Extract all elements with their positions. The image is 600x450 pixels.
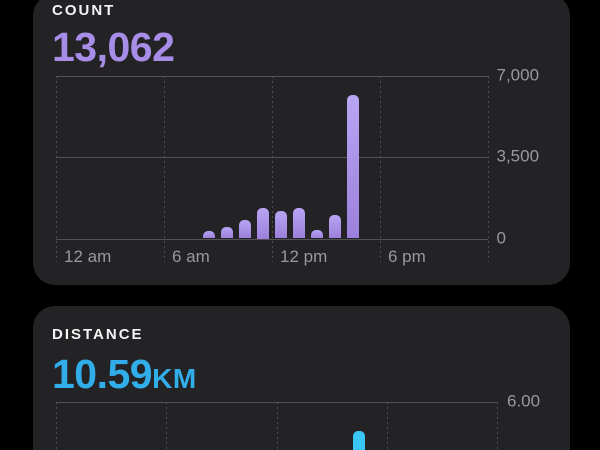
count-metric-value: 13,062 [52, 24, 175, 70]
gridline-vertical [276, 402, 278, 450]
bar-2pm[interactable] [311, 229, 323, 239]
count-value-number: 13,062 [52, 24, 175, 70]
gridline-horizontal [56, 238, 488, 240]
gridline-vertical [386, 402, 388, 450]
bar-4pm[interactable] [347, 94, 359, 239]
gridline-vertical [497, 402, 498, 450]
gridline-vertical [56, 76, 57, 262]
gridline-horizontal [56, 402, 497, 403]
x-axis-label: 6 pm [388, 246, 426, 266]
distance-metric-value: 10.59KM [52, 354, 197, 395]
distance-bar-chart[interactable]: 6.00 [56, 392, 540, 450]
x-axis-label: 12 pm [280, 246, 328, 266]
steps-bar-chart[interactable]: 7,000 3,500 0 12 am 6 am 12 pm 6 pm [56, 66, 539, 265]
gridline-vertical [487, 76, 489, 262]
gridline-vertical [271, 76, 273, 262]
gridline-vertical [166, 402, 168, 450]
bar-4pm[interactable] [353, 430, 365, 450]
gridline-vertical [379, 76, 381, 262]
metric-card-distance[interactable]: DISTANCE 10.59KM 6.00 [33, 306, 570, 450]
y-axis-label: 7,000 [496, 65, 540, 85]
bar-3pm[interactable] [329, 215, 341, 239]
bar-9am[interactable] [221, 227, 233, 239]
bar-10am[interactable] [239, 219, 251, 239]
count-metric-label: COUNT [52, 2, 116, 19]
x-axis-label: 6 am [172, 246, 210, 266]
gridline-vertical [163, 76, 165, 262]
y-axis-label: 6.00 [507, 391, 541, 411]
gridline-vertical [56, 402, 57, 450]
gridline-horizontal [56, 157, 488, 159]
bar-12pm[interactable] [275, 211, 287, 239]
distance-value-unit: KM [152, 363, 197, 394]
metric-card-count[interactable]: COUNT 13,062 7,000 3,500 0 12 am 6 am 12 pm 6 … [33, 0, 570, 285]
y-axis-label: 3,500 [496, 146, 540, 166]
bar-11am[interactable] [257, 207, 269, 239]
bar-1pm[interactable] [293, 207, 305, 239]
distance-metric-label: DISTANCE [52, 326, 144, 343]
x-axis-label: 12 am [64, 246, 112, 266]
y-axis-label: 0 [496, 228, 506, 248]
bar-8am[interactable] [203, 230, 215, 239]
distance-value-number: 10.59 [52, 351, 153, 397]
gridline-horizontal [56, 76, 488, 77]
